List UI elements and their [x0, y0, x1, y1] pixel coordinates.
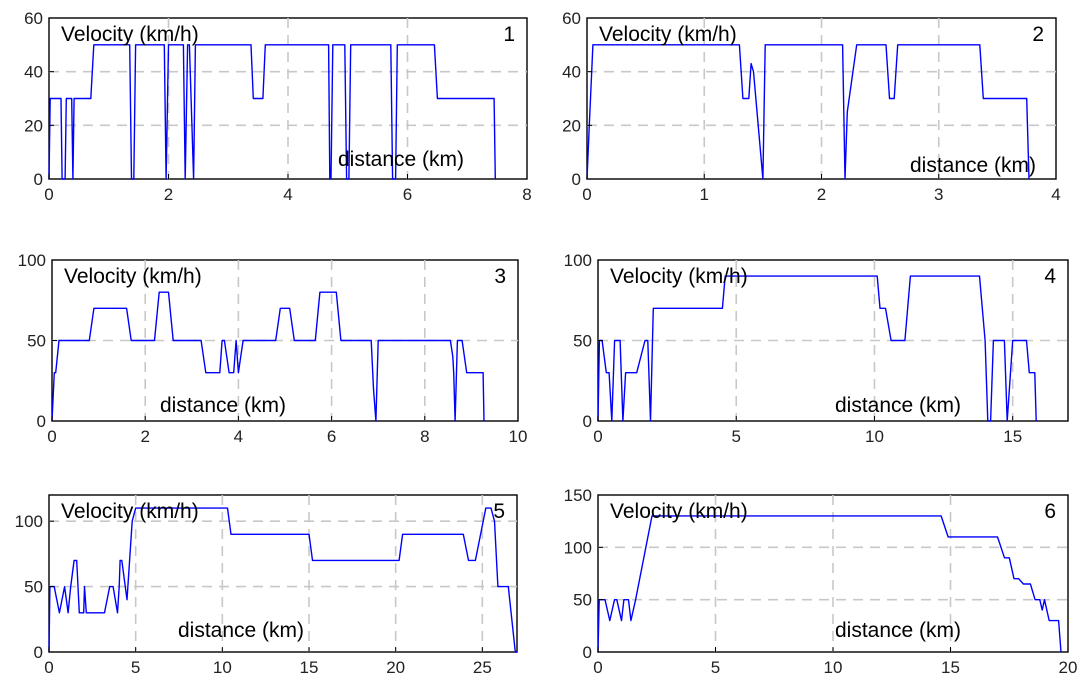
x-tick-label: 0 [582, 185, 591, 204]
x-tick-label: 3 [934, 185, 943, 204]
panel-number: 5 [493, 500, 505, 523]
x-tick-label: 10 [865, 427, 884, 446]
y-axis-label: Velocity (km/h) [64, 265, 202, 288]
y-tick-label: 100 [15, 512, 43, 531]
velocity-series-line [48, 507, 517, 653]
x-tick-label: 10 [509, 427, 528, 446]
y-axis-label: Velocity (km/h) [61, 500, 199, 523]
y-axis-label: Velocity (km/h) [599, 23, 737, 46]
x-tick-label: 0 [593, 658, 602, 677]
x-tick-label: 2 [164, 185, 173, 204]
x-tick-label: 1 [700, 185, 709, 204]
y-tick-label: 0 [572, 170, 581, 189]
panel-number: 4 [1044, 265, 1056, 288]
x-tick-label: 2 [140, 427, 149, 446]
x-tick-label: 4 [1051, 185, 1060, 204]
velocity-series-line [48, 44, 496, 180]
chart-panel-1: 0 2 4 6 8 0 20 40 60 Velocity (km/h) 1 distance (km… [24, 9, 532, 204]
y-tick-label: 50 [24, 578, 43, 597]
chart-panel-6: 0 5 10 15 20 0 50 100 150 Velocity (km/h) 6 distanc… [564, 486, 1078, 677]
chart-panel-4: 0 5 10 15 0 50 100 Velocity (km/h) 4 distance (km… [564, 251, 1069, 446]
x-tick-label: 5 [711, 658, 720, 677]
y-tick-label: 100 [18, 251, 46, 270]
x-tick-label: 4 [234, 427, 243, 446]
velocity-series-line [597, 275, 1037, 422]
velocity-series-line [586, 44, 1030, 180]
x-tick-label: 4 [283, 185, 292, 204]
y-tick-label: 50 [27, 332, 46, 351]
y-tick-label: 0 [583, 412, 592, 431]
chart-panel-5: 0 5 10 15 20 25 0 50 100 Velocity (km/h) 5 distance… [15, 494, 518, 677]
y-tick-label: 40 [562, 63, 581, 82]
velocity-series-line [597, 515, 1062, 653]
y-tick-label: 150 [564, 486, 592, 505]
x-tick-label: 20 [1059, 658, 1078, 677]
x-tick-label: 25 [473, 658, 492, 677]
x-axis-label: distance (km) [160, 394, 286, 417]
velocity-series-line [51, 291, 485, 422]
x-tick-label: 10 [213, 658, 232, 677]
y-tick-label: 0 [37, 412, 46, 431]
x-tick-label: 0 [47, 427, 56, 446]
y-tick-label: 100 [564, 251, 592, 270]
x-axis-label: distance (km) [910, 154, 1036, 177]
y-tick-label: 50 [573, 332, 592, 351]
x-tick-label: 8 [522, 185, 531, 204]
panel-number: 6 [1044, 500, 1056, 523]
panel-number: 3 [494, 265, 506, 288]
x-tick-label: 0 [44, 658, 53, 677]
y-tick-label: 60 [24, 9, 43, 28]
x-axis-label: distance (km) [178, 619, 304, 642]
y-axis-label: Velocity (km/h) [61, 23, 199, 46]
x-tick-label: 15 [941, 658, 960, 677]
x-tick-label: 5 [131, 658, 140, 677]
x-tick-label: 6 [403, 185, 412, 204]
panel-number: 1 [503, 23, 515, 46]
x-tick-label: 8 [420, 427, 429, 446]
y-tick-label: 50 [573, 591, 592, 610]
y-tick-label: 40 [24, 63, 43, 82]
x-axis-label: distance (km) [835, 394, 961, 417]
y-tick-label: 60 [562, 9, 581, 28]
y-tick-label: 0 [583, 643, 592, 662]
y-tick-label: 20 [562, 116, 581, 135]
y-tick-label: 100 [564, 538, 592, 557]
y-axis-label: Velocity (km/h) [610, 500, 748, 523]
panel-number: 2 [1032, 23, 1044, 46]
x-tick-label: 0 [593, 427, 602, 446]
x-axis-label: distance (km) [338, 148, 464, 171]
x-tick-label: 15 [1003, 427, 1022, 446]
x-tick-label: 15 [300, 658, 319, 677]
y-axis-label: Velocity (km/h) [610, 265, 748, 288]
x-tick-label: 0 [44, 185, 53, 204]
x-tick-label: 6 [327, 427, 336, 446]
y-tick-label: 0 [34, 170, 43, 189]
x-tick-label: 2 [817, 185, 826, 204]
y-tick-label: 0 [34, 643, 43, 662]
x-tick-label: 20 [386, 658, 405, 677]
y-tick-label: 20 [24, 116, 43, 135]
x-tick-label: 5 [732, 427, 741, 446]
x-axis-label: distance (km) [835, 619, 961, 642]
x-tick-label: 10 [824, 658, 843, 677]
